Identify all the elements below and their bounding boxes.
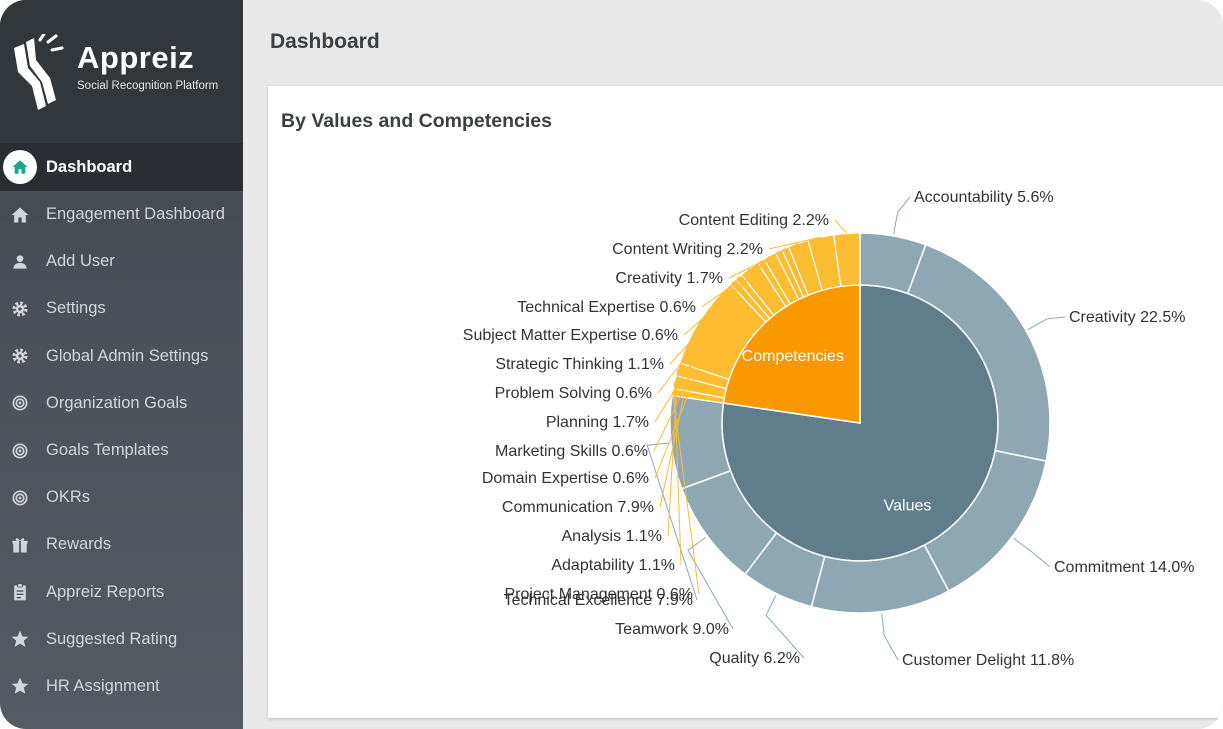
callout-line [654,268,750,423]
sidebar-item-label: Dashboard [46,157,133,176]
sidebar-item-label: Rewards [46,535,112,554]
callout-line [728,242,799,279]
callout-line [683,250,780,336]
callout-line [1027,316,1066,331]
callout-line [672,391,700,595]
gear-icon [8,297,32,321]
star-icon [8,674,32,698]
page-title: Dashboard [270,30,380,53]
sidebar-item-label: Global Admin Settings [46,346,209,365]
sidebar-item-appreiz-reports[interactable]: Appreiz Reports [0,569,243,616]
callout-line [768,236,821,250]
sidebar-nav: Dashboard Engagement Dashboard Add User … [0,143,243,710]
inner-label-values: Values [884,497,932,514]
sidebar: Appreiz Social Recognition Platform Dash… [0,0,243,729]
sidebar-item-label: Settings [46,299,106,318]
sidebar-item-label: Appreiz Reports [46,582,165,601]
competencies-segment-label: Creativity 1.7% [615,270,723,287]
callout-line [687,536,734,630]
values-segment-label: Teamwork 9.0% [615,621,729,638]
outer-segment-competencies[interactable] [833,232,861,288]
star-icon [8,627,32,651]
sidebar-item-hr-assignment[interactable]: HR Assignment [0,663,243,710]
competencies-segment-label: Problem Solving 0.6% [495,385,652,402]
target-icon [8,439,32,463]
competencies-segment-label: Domain Expertise 0.6% [482,470,649,487]
chart-card: By Values and Competencies Values Compete… [268,86,1223,718]
brand-header: Appreiz Social Recognition Platform [0,0,243,143]
values-segment-label: Creativity 22.5% [1069,309,1186,326]
sidebar-item-dashboard[interactable]: Dashboard [0,143,243,191]
competencies-segment-label: Planning 1.7% [546,414,649,431]
target-icon [8,391,32,415]
sidebar-item-label: HR Assignment [46,676,160,695]
callout-line [893,196,911,235]
competencies-segment-label: Subject Matter Expertise 0.6% [463,327,678,344]
competencies-segment-label: Adaptability 1.1% [551,557,675,574]
home-icon [3,150,37,184]
sidebar-item-add-user[interactable]: Add User [0,238,243,285]
sidebar-item-label: Organization Goals [46,393,188,412]
values-segment-label: Accountability 5.6% [914,189,1054,206]
main-content: Dashboard By Values and Competencies Val… [243,0,1223,729]
competencies-segment-label: Communication 7.9% [502,499,654,516]
sidebar-item-engagement-dashboard[interactable]: Engagement Dashboard [0,191,243,238]
gift-icon [8,533,32,557]
sidebar-item-label: Add User [46,252,115,271]
sidebar-item-organization-goals[interactable]: Organization Goals [0,380,243,427]
sidebar-item-rewards[interactable]: Rewards [0,521,243,568]
competencies-segment-label: Content Writing 2.2% [612,241,763,258]
values-segment-label: Technical Excellence 7.9% [504,592,693,609]
callout-line [667,369,679,537]
brand-tagline: Social Recognition Platform [77,80,219,92]
sidebar-item-label: Goals Templates [46,441,169,460]
values-segment-label: Customer Delight 11.8% [902,652,1074,669]
callout-line [653,276,739,452]
user-icon [8,250,32,274]
callout-line [834,219,848,234]
brand-name: Appreiz [77,40,195,75]
callout-line [701,247,786,308]
sidebar-item-label: Suggested Rating [46,629,178,648]
competencies-segment-label: Strategic Thinking 1.1% [495,356,664,373]
competencies-segment-label: Marketing Skills 0.6% [495,443,648,460]
values-segment-label: Quality 6.2% [709,650,800,667]
competencies-segment-label: Content Editing 2.2% [679,212,829,229]
competencies-segment-label: Technical Expertise 0.6% [517,299,696,316]
home-icon [8,203,32,227]
sidebar-item-suggested-rating[interactable]: Suggested Rating [0,616,243,663]
sidebar-item-goals-templates[interactable]: Goals Templates [0,427,243,474]
sidebar-item-label: OKRs [46,488,91,507]
values-competencies-sunburst-chart: Values Competencies Accountability 5.6% Cre… [463,189,1195,669]
sidebar-item-settings[interactable]: Settings [0,285,243,332]
sidebar-item-label: Engagement Dashboard [46,205,225,224]
callout-line [657,260,762,394]
clipboard-icon [8,580,32,604]
values-segment-label: Commitment 14.0% [1054,559,1195,576]
target-icon [8,486,32,510]
sidebar-item-global-admin-settings[interactable]: Global Admin Settings [0,333,243,380]
chart-title: By Values and Competencies [281,110,552,132]
sidebar-item-okrs[interactable]: OKRs [0,474,243,521]
inner-label-competencies: Competencies [742,348,844,365]
callout-line [881,613,899,661]
competencies-segment-label: Project Management 0.6% [504,586,693,603]
gear-icon [8,344,32,368]
callout-line [765,595,805,659]
callout-line [1013,537,1051,568]
appreiz-logo-icon [14,34,64,110]
competencies-segment-label: Analysis 1.1% [562,528,663,545]
